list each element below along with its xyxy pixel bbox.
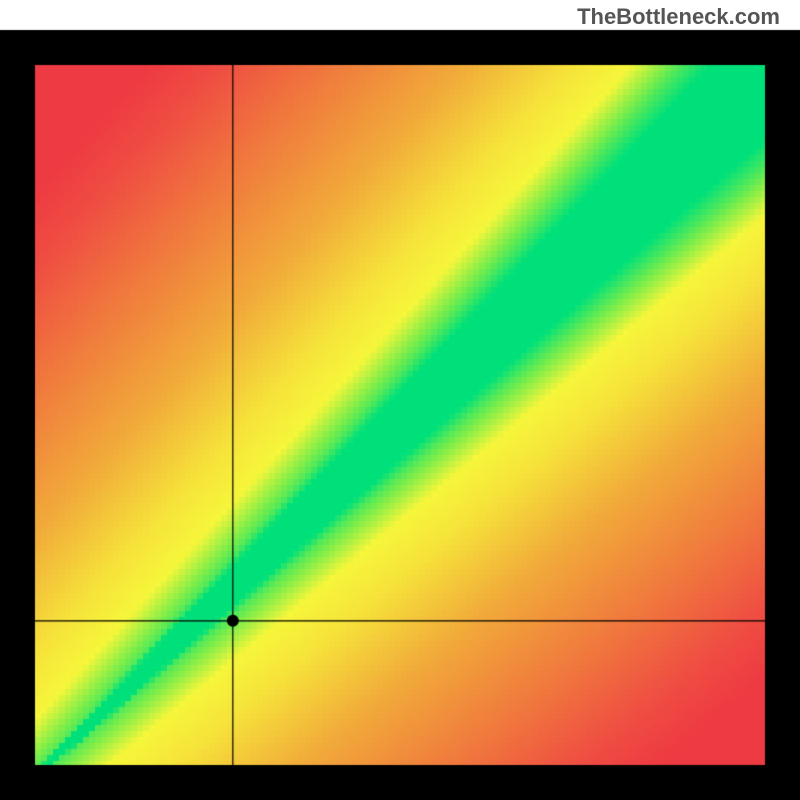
bottleneck-heatmap <box>0 0 800 800</box>
chart-container: TheBottleneck.com <box>0 0 800 800</box>
